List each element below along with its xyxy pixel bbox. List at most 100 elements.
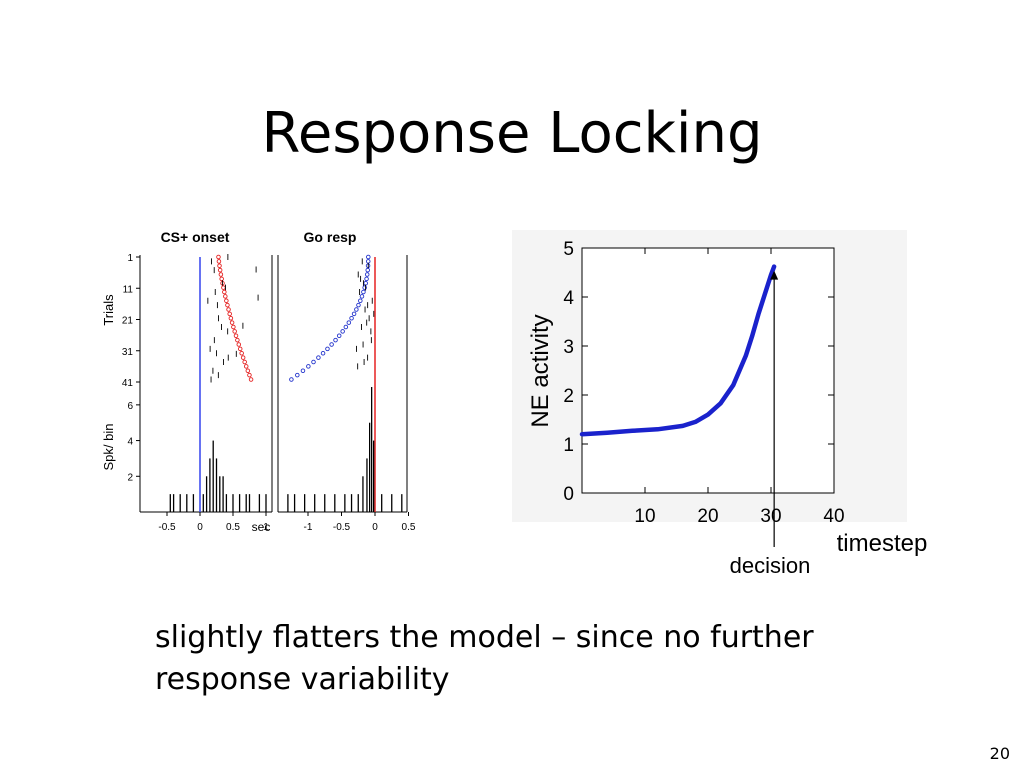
- left-x-tick-label: -0.5: [158, 522, 176, 533]
- plot-area: [581, 247, 835, 494]
- cs-response-dot: [232, 329, 237, 334]
- ne-activity-point: [656, 428, 659, 431]
- right-x-tick-label: -1: [304, 522, 313, 533]
- cs-response-dot: [242, 359, 247, 365]
- cs-response-dot: [236, 342, 242, 347]
- go-response-dot: [346, 320, 352, 325]
- go-response-dot: [289, 377, 294, 382]
- ne-activity-point: [745, 355, 747, 357]
- go-response-dot: [336, 333, 342, 338]
- ne-activity-point: [757, 313, 760, 315]
- caption-line-1: slightly flatters the model – since no f…: [155, 620, 814, 655]
- y-tick-label: 3: [563, 337, 574, 358]
- y-axis-label: NE activity: [527, 314, 554, 427]
- cs-response-dot: [216, 259, 222, 264]
- ne-activity-point: [707, 413, 709, 416]
- cs-response-dot: [233, 333, 239, 338]
- go-response-dot: [300, 368, 306, 373]
- x-tick-label: 20: [697, 506, 718, 527]
- right-x-tick-label: 0.5: [402, 522, 416, 533]
- cs-response-dot: [228, 315, 234, 321]
- x-tick-label: 30: [760, 506, 781, 527]
- cs-response-dot: [227, 311, 232, 317]
- caption-line-2: response variability: [155, 662, 450, 697]
- go-response-dot: [358, 298, 363, 303]
- x-tick-label: 40: [823, 506, 844, 527]
- cs-response-dot: [248, 377, 254, 382]
- cs-response-dot: [216, 254, 221, 260]
- cs-response-dot: [217, 263, 222, 269]
- ne-activity-point: [631, 429, 634, 432]
- ne-activity-point: [732, 384, 734, 386]
- go-response-dot: [311, 359, 316, 365]
- cs-response-dot: [226, 307, 231, 312]
- y-tick-label: 4: [563, 288, 574, 309]
- cs-response-dot: [219, 276, 224, 282]
- chart-marks: 0 1 2 3 4 5 10 20 30 40 decision: [563, 239, 844, 578]
- ne-activity-chart: NE activity timestep 0 1 2 3 4 5 10 20 30 40 decis…: [512, 230, 952, 580]
- go-response-dot: [364, 276, 369, 282]
- go-response-dot: [316, 355, 321, 360]
- cs-response-dot: [222, 289, 227, 295]
- cs-response-dot: [224, 298, 229, 303]
- cs-response-dot: [240, 355, 246, 360]
- ne-activity-point: [773, 265, 775, 268]
- decision-label: decision: [730, 553, 811, 578]
- go-response-dot: [364, 272, 370, 277]
- go-response-dot: [362, 285, 367, 290]
- right-x-tick-label: 0: [372, 522, 378, 533]
- cs-response-dot: [229, 320, 235, 325]
- x-axis-label: timestep: [837, 530, 928, 557]
- psth-tick-label: 2: [127, 472, 133, 483]
- cs-response-dot: [223, 294, 228, 299]
- y-tick-label: 2: [563, 386, 574, 407]
- raster-psth-figure: CS+ onset Go resp Trials Spk/ bin 1 11 21 3…: [95, 222, 425, 552]
- cs-response-dot: [217, 267, 223, 273]
- ne-activity-point: [763, 293, 766, 296]
- spk-bin-axis-label: Spk/ bin: [101, 424, 116, 471]
- go-response-dot: [366, 254, 371, 260]
- go-response-dot: [306, 364, 311, 369]
- go-response-dot: [333, 337, 338, 343]
- y-tick-label: 0: [563, 484, 574, 505]
- cs-response-dot: [231, 324, 236, 330]
- ne-activity-point: [770, 274, 772, 276]
- cs-response-dot: [245, 368, 251, 373]
- page-number: 20: [989, 744, 1010, 763]
- go-response-dot: [340, 329, 345, 334]
- psth-tick-label: 6: [127, 401, 133, 412]
- ne-activity-point: [694, 421, 697, 423]
- go-response-dot: [359, 294, 365, 299]
- cs-response-dot: [243, 364, 249, 369]
- raster-psth-svg: CS+ onset Go resp Trials Spk/ bin 111213…: [101, 229, 416, 534]
- go-response-dot: [320, 350, 326, 356]
- cs-response-dot: [237, 346, 243, 352]
- ne-activity-svg: NE activity timestep 0 1 2 3 4 5 10 20 30 40 decis…: [512, 230, 928, 578]
- ne-activity-point: [719, 402, 722, 405]
- cs-response-dot: [239, 350, 244, 356]
- cs-response-dot: [221, 285, 226, 290]
- go-response-dot: [295, 372, 300, 378]
- go-response-dot: [325, 346, 330, 352]
- go-response-dot: [354, 307, 359, 312]
- right-x-tick-label: -0.5: [333, 522, 351, 533]
- trial-tick-label: 1: [127, 253, 133, 264]
- trial-tick-label: 21: [122, 316, 134, 327]
- caption-text: slightly flatters the model – since no f…: [155, 617, 955, 701]
- go-response-dot: [356, 302, 361, 308]
- ne-activity-point: [751, 335, 753, 337]
- cs-response-dot: [247, 372, 252, 378]
- ne-activity-point: [606, 431, 608, 434]
- go-response-dot: [351, 311, 357, 317]
- psth-tick-label: 4: [127, 437, 133, 448]
- trial-tick-label: 41: [122, 378, 134, 389]
- go-response-dot: [349, 315, 354, 321]
- trial-tick-label: 11: [123, 284, 134, 295]
- decision-arrow-head: [770, 270, 779, 280]
- go-response-dot: [365, 259, 371, 264]
- cs-response-dot: [218, 272, 224, 277]
- go-response-dot: [363, 281, 368, 286]
- slide-title: Response Locking: [261, 101, 763, 166]
- go-response-dot: [329, 342, 334, 347]
